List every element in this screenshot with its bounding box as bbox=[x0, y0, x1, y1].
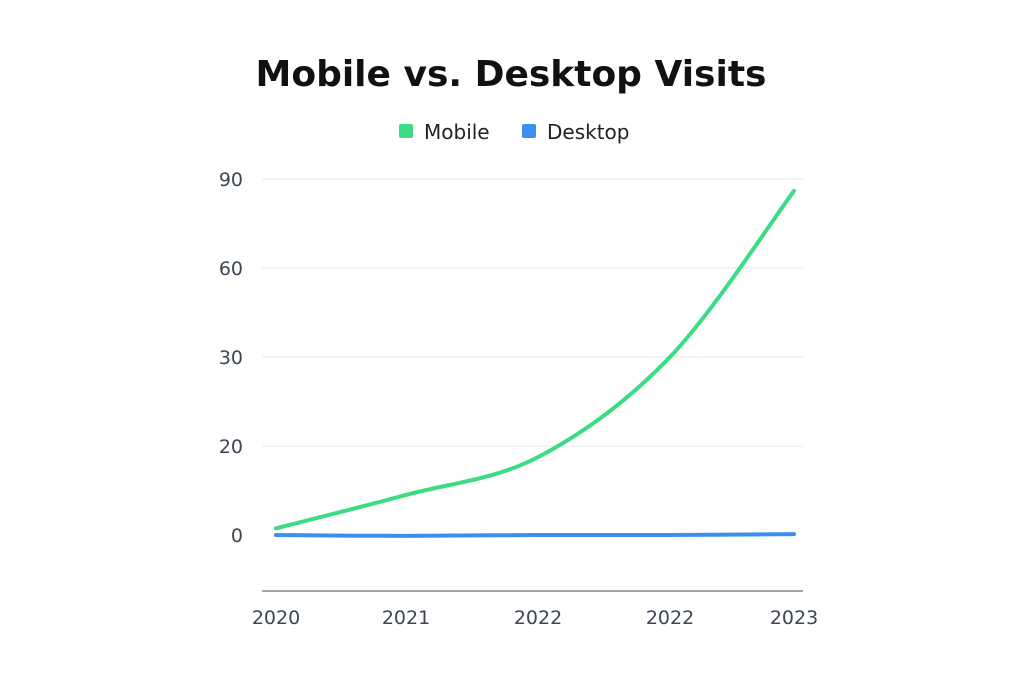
legend-swatch-mobile bbox=[399, 124, 413, 138]
y-tick-label: 30 bbox=[219, 347, 243, 369]
series-line-desktop bbox=[274, 532, 796, 538]
series bbox=[274, 188, 796, 538]
x-tick-label: 2023 bbox=[770, 607, 818, 629]
x-tick-label: 2021 bbox=[382, 607, 430, 629]
grid bbox=[262, 178, 803, 447]
y-axis-ticks: 0 20 30 60 90 bbox=[219, 169, 243, 547]
chart-title: Mobile vs. Desktop Visits bbox=[256, 54, 767, 95]
y-tick-label: 0 bbox=[231, 525, 243, 547]
x-axis-ticks: 2020 2021 2022 2022 2023 bbox=[252, 607, 818, 629]
y-tick-label: 60 bbox=[219, 258, 243, 280]
y-tick-label: 90 bbox=[219, 169, 243, 191]
x-tick-label: 2022 bbox=[514, 607, 562, 629]
x-tick-label: 2022 bbox=[646, 607, 694, 629]
series-line-mobile bbox=[274, 188, 796, 531]
x-tick-label: 2020 bbox=[252, 607, 300, 629]
legend-label-desktop: Desktop bbox=[547, 120, 629, 144]
y-tick-label: 20 bbox=[219, 436, 243, 458]
legend-swatch-desktop bbox=[522, 124, 536, 138]
legend: Mobile Desktop bbox=[399, 120, 629, 144]
legend-label-mobile: Mobile bbox=[424, 120, 490, 144]
